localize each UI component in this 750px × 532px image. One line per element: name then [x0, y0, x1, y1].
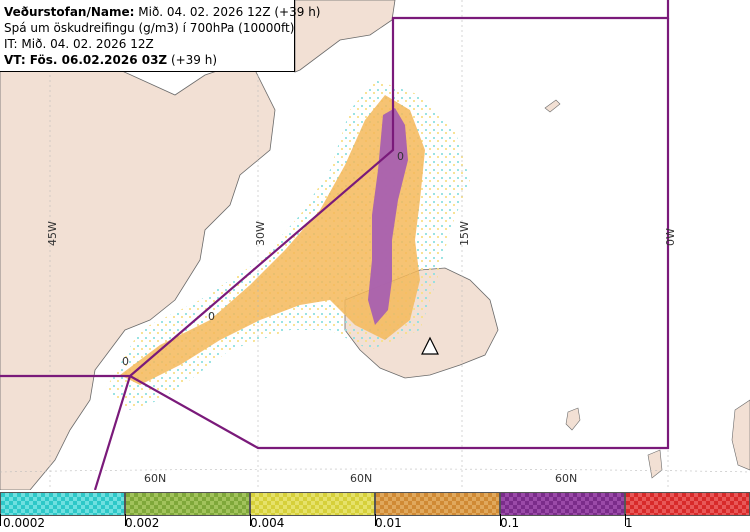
legend-ticks: 0.0002 0.002 0.004 0.01 0.1 1 — [0, 514, 750, 532]
latitude-label-60n-east: 60N — [555, 472, 577, 485]
latitude-label-60n-west: 60N — [144, 472, 166, 485]
airspace-boundary — [0, 0, 670, 490]
legend-tick-mark — [250, 514, 251, 526]
longitude-label-30w: 30W — [254, 221, 267, 246]
greenland-north-coast — [294, 0, 396, 73]
volcano-marker-icon[interactable] — [421, 336, 439, 355]
issue-time: IT: Mið. 04. 02. 2026 12Z — [4, 37, 154, 51]
legend-tick-label: 0.004 — [250, 516, 285, 530]
valid-time-suffix: (+39 h) — [167, 53, 218, 67]
legend-tick-mark — [625, 514, 626, 526]
legend-segment-4 — [500, 492, 625, 516]
valid-time: VT: Fös. 06.02.2026 03Z — [4, 53, 168, 67]
product-title: Spá um öskudreifingu (g/m3) í 700hPa (10… — [4, 21, 295, 35]
legend-tick-label: 1 — [625, 516, 633, 530]
legend-segment-5 — [625, 492, 750, 516]
jan-mayen-island — [544, 99, 561, 113]
legend-segment-1 — [125, 492, 250, 516]
agency-label: Veðurstofan/Name: — [4, 5, 135, 19]
ash-high-core — [368, 108, 408, 325]
longitude-label-45w: 45W — [46, 221, 59, 246]
legend-tick-mark — [375, 514, 376, 526]
longitude-label-15w: 15W — [458, 221, 471, 246]
concentration-legend: 0.0002 0.002 0.004 0.01 0.1 1 — [0, 490, 750, 532]
contour-label: 0 — [397, 150, 404, 163]
contour-label: 0 — [208, 310, 215, 323]
norway-coast — [731, 399, 750, 471]
forecast-info-box: Veðurstofan/Name: Mið. 04. 02. 2026 12Z … — [0, 0, 321, 72]
contour-label: 0 — [122, 355, 129, 368]
latitude-grid — [0, 468, 750, 473]
ash-forecast-map[interactable]: 45W 30W 15W 0W 60N 60N 60N 0 0 0 — [0, 0, 750, 490]
legend-segment-0 — [0, 492, 125, 516]
legend-tick-mark — [500, 514, 501, 526]
legend-segment-3 — [375, 492, 500, 516]
latitude-label-60n-center: 60N — [350, 472, 372, 485]
longitude-label-0w: 0W — [664, 228, 677, 246]
legend-color-bar — [0, 492, 750, 516]
agency-line: Veðurstofan/Name: Mið. 04. 02. 2026 12Z … — [4, 4, 321, 20]
legend-segment-2 — [250, 492, 375, 516]
agency-value: Mið. 04. 02. 2026 12Z (+39 h) — [138, 5, 321, 19]
legend-tick-label: 0.002 — [125, 516, 160, 530]
legend-tick-label: 0.1 — [500, 516, 520, 530]
valid-time-line: VT: Fös. 06.02.2026 03Z (+39 h) — [4, 52, 290, 68]
legend-tick-label: 0.0002 — [3, 516, 45, 530]
faroe-islands — [565, 407, 581, 431]
legend-tick-label: 0.01 — [375, 516, 402, 530]
legend-tick-mark — [0, 514, 1, 526]
ash-mid-band — [120, 95, 425, 385]
legend-tick-mark — [125, 514, 126, 526]
